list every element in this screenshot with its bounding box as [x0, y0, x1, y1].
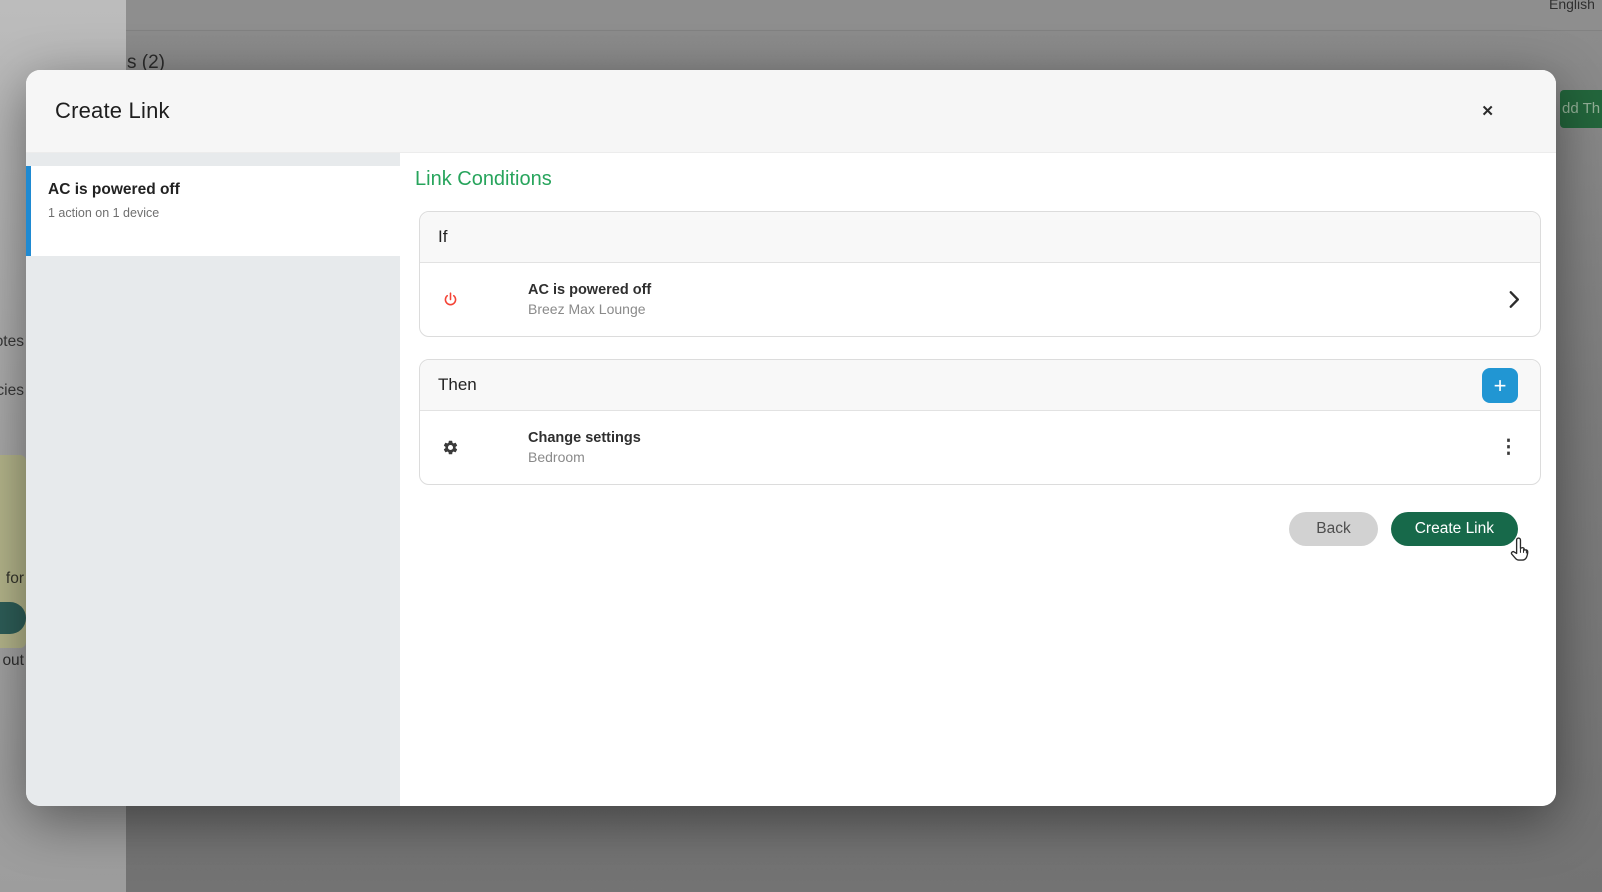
modal-body: AC is powered off 1 action on 1 device L…	[26, 153, 1556, 806]
link-name: AC is powered off	[48, 181, 180, 198]
background-nav-fragment: cies	[0, 382, 24, 399]
panel-heading: Link Conditions	[415, 168, 552, 190]
if-card: If AC is powered off Breez Max Lounge	[419, 211, 1541, 337]
if-card-header: If	[420, 212, 1540, 263]
link-summary: 1 action on 1 device	[48, 206, 160, 220]
modal-actions: Back Create Link	[414, 512, 1541, 546]
settings-gear-icon	[439, 439, 461, 456]
condition-title: AC is powered off	[528, 282, 652, 298]
action-text: Change settings Bedroom	[528, 430, 641, 465]
background-nav-fragment: otes	[0, 333, 24, 350]
sidebar-item-link[interactable]: AC is powered off 1 action on 1 device	[26, 166, 400, 256]
modal-title: Create Link	[55, 98, 170, 123]
modal-header: Create Link ✕	[26, 70, 1556, 153]
add-action-button[interactable]: +	[1482, 368, 1518, 403]
action-room: Bedroom	[528, 449, 585, 465]
background-card-text-fragment: for	[5, 570, 24, 587]
close-icon[interactable]: ✕	[1481, 102, 1494, 120]
then-action-row[interactable]: Change settings Bedroom ⋮	[420, 411, 1540, 484]
create-link-modal: Create Link ✕ AC is powered off 1 action…	[26, 70, 1556, 806]
chevron-right-icon[interactable]	[1508, 291, 1524, 308]
back-button[interactable]: Back	[1289, 512, 1378, 546]
link-list-sidebar: AC is powered off 1 action on 1 device	[26, 153, 400, 806]
power-icon	[439, 291, 461, 308]
if-label: If	[438, 227, 448, 246]
background-teal-button-fragment	[0, 602, 26, 634]
create-link-button[interactable]: Create Link	[1390, 512, 1518, 546]
action-title: Change settings	[528, 430, 641, 446]
if-condition-row[interactable]: AC is powered off Breez Max Lounge	[420, 263, 1540, 336]
condition-text: AC is powered off Breez Max Lounge	[528, 282, 651, 317]
condition-device: Breez Max Lounge	[528, 301, 646, 317]
language-selector: English	[1549, 0, 1595, 12]
link-conditions-panel: Link Conditions If AC is powered off	[400, 153, 1556, 806]
background-page-heading-fragment: s (2)	[127, 52, 165, 73]
more-options-icon[interactable]: ⋮	[1493, 436, 1524, 459]
then-card: Then + Change settings Bedroom ⋮	[419, 359, 1541, 485]
then-card-header: Then +	[420, 360, 1540, 411]
add-thing-button-fragment: dd Th	[1560, 90, 1602, 128]
background-nav-fragment: out	[2, 652, 24, 669]
background-app-topbar: English	[126, 0, 1602, 31]
row-menu: ⋮	[1493, 436, 1524, 459]
then-label: Then	[438, 375, 477, 394]
